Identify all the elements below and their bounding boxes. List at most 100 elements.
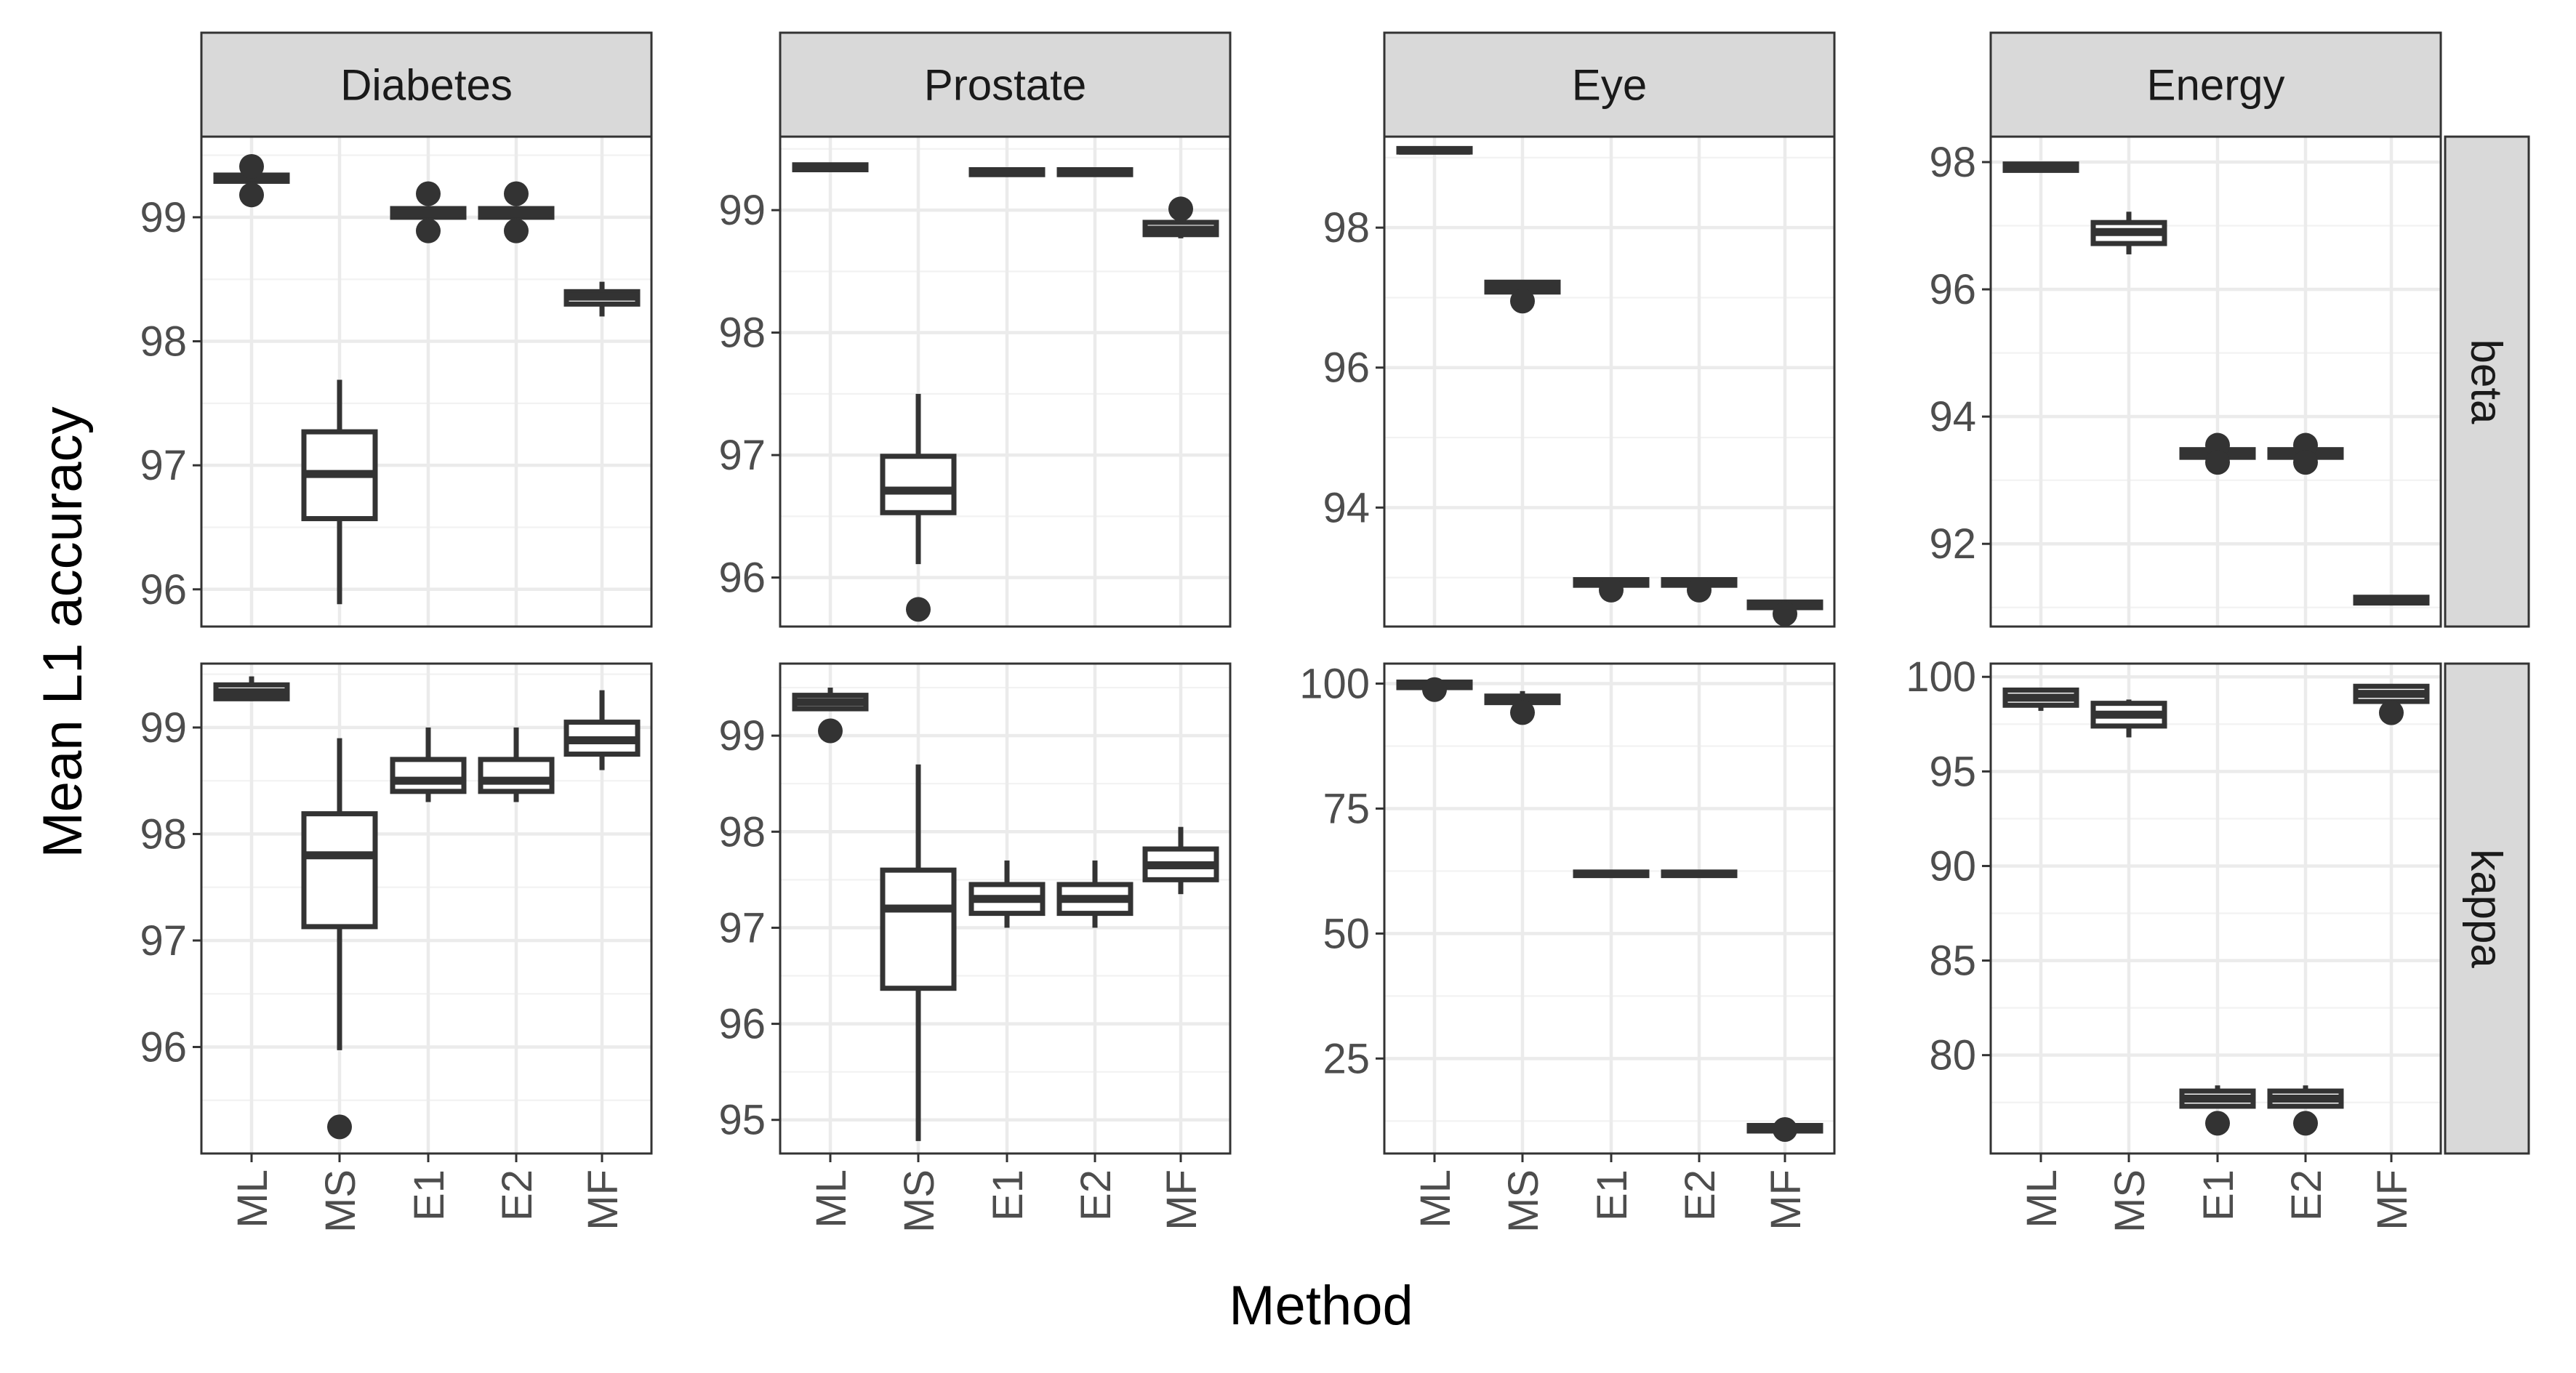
box-beta-prostate-ms: [880, 454, 957, 515]
panel-kappa-energy-background: [1991, 664, 2441, 1153]
x-tick-label: E2: [1072, 1169, 1120, 1221]
box-beta-diabetes-e2-outlier-point: [504, 218, 529, 243]
strip-kappa: [2444, 662, 2530, 1155]
box-beta-diabetes-ml-outlier-point: [239, 153, 264, 179]
box-beta-energy-e2-outlier-point: [2293, 432, 2318, 458]
strip-label-kappa: kappa: [2463, 849, 2511, 968]
box-beta-prostate-mf-outlier-point: [1168, 196, 1193, 222]
y-tick-label: 85: [1929, 938, 1976, 985]
box-beta-eye-ms-outlier-point: [1510, 289, 1535, 314]
y-tick-label: 94: [1929, 393, 1976, 440]
y-tick-label: 96: [140, 566, 187, 613]
y-tick-label: 96: [718, 1001, 766, 1048]
y-tick-label: 96: [1929, 266, 1976, 313]
x-tick-label: E1: [2195, 1169, 2242, 1221]
strip-label-prostate: Prostate: [924, 61, 1086, 110]
x-tick-label: ML: [1412, 1169, 1459, 1228]
panel-beta-eye-background: [1384, 137, 1834, 627]
y-tick-label: 99: [140, 704, 187, 752]
y-tick-label: 96: [718, 555, 766, 602]
box-kappa-diabetes-ms: [301, 811, 378, 930]
x-tick-label: E2: [494, 1169, 541, 1221]
y-tick-label: 96: [1323, 345, 1370, 392]
x-tick-label: ML: [2018, 1169, 2066, 1228]
x-axis-title: Method: [1229, 1275, 1413, 1337]
box-kappa-diabetes-e2: [478, 757, 555, 794]
strip-label-diabetes: Diabetes: [340, 61, 513, 110]
x-tick-label: E1: [984, 1169, 1032, 1221]
box-beta-energy-e2-outlier-point: [2293, 450, 2318, 475]
box-beta-energy-e1-outlier-point: [2205, 450, 2230, 475]
y-tick-label: 50: [1323, 910, 1370, 957]
box-beta-diabetes-e1-outlier-point: [416, 218, 441, 243]
box-kappa-energy-mf-outlier-point: [2379, 700, 2404, 725]
x-tick-label: MS: [2106, 1169, 2154, 1233]
y-tick-label: 99: [718, 187, 766, 234]
x-tick-label: MF: [579, 1169, 627, 1231]
strip-prostate: [779, 31, 1232, 138]
y-tick-label: 98: [718, 310, 766, 357]
box-kappa-diabetes-ms-outlier-point: [327, 1114, 352, 1140]
y-tick-label: 97: [140, 917, 187, 965]
strip-label-eye: Eye: [1572, 61, 1647, 110]
box-kappa-diabetes-e1: [390, 757, 467, 794]
y-tick-label: 80: [1929, 1032, 1976, 1079]
y-tick-label: 100: [1299, 661, 1370, 708]
strip-diabetes: [200, 31, 653, 138]
strip-energy: [1989, 31, 2442, 138]
y-tick-label: 98: [1323, 204, 1370, 251]
strip-beta: [2444, 135, 2530, 628]
box-kappa-energy-e2-outlier-point: [2293, 1111, 2318, 1136]
panel-kappa-diabetes-border: [200, 662, 653, 1155]
box-kappa-prostate-ml-outlier-point: [818, 718, 843, 744]
x-tick-label: MS: [896, 1169, 943, 1233]
y-tick-label: 95: [1929, 748, 1976, 795]
y-tick-label: 90: [1929, 842, 1976, 890]
box-beta-eye-e1-outlier-point: [1599, 577, 1624, 603]
strip-label-energy: Energy: [2146, 61, 2284, 110]
y-tick-label: 75: [1323, 785, 1370, 832]
panel-kappa-eye-border: [1383, 662, 1836, 1155]
box-beta-diabetes-ml-outlier-point: [239, 182, 264, 208]
y-tick-label: 98: [718, 808, 766, 855]
box-beta-prostate-ms-outlier-point: [906, 597, 931, 622]
y-tick-label: 97: [718, 904, 766, 951]
x-tick-label: ML: [229, 1169, 276, 1228]
y-tick-label: 95: [718, 1097, 766, 1144]
x-tick-label: MF: [2369, 1169, 2416, 1231]
panel-beta-energy-background: [1991, 137, 2441, 627]
box-kappa-eye-ml-outlier-point: [1422, 677, 1447, 702]
panel-kappa-prostate-border: [779, 662, 1232, 1155]
box-beta-eye-mf-outlier-point: [1773, 601, 1797, 627]
box-kappa-prostate-ms: [880, 867, 957, 991]
y-tick-label: 92: [1929, 520, 1976, 568]
x-tick-label: MS: [1500, 1169, 1547, 1233]
box-kappa-eye-ms-outlier-point: [1510, 700, 1535, 725]
panel-kappa-eye-background: [1384, 664, 1834, 1153]
y-tick-label: 25: [1323, 1035, 1370, 1082]
y-axis-title: Mean L1 accuracy: [32, 407, 94, 858]
panel-kappa-energy-border: [1989, 662, 2442, 1155]
y-tick-label: 99: [718, 712, 766, 760]
panel-beta-prostate-background: [780, 137, 1230, 627]
y-tick-label: 97: [718, 432, 766, 479]
x-tick-label: MF: [1762, 1169, 1810, 1231]
x-tick-label: E1: [406, 1169, 453, 1221]
x-tick-label: E2: [2283, 1169, 2330, 1221]
y-tick-label: 96: [140, 1023, 187, 1071]
y-tick-label: 94: [1323, 484, 1370, 531]
y-tick-label: 98: [140, 810, 187, 858]
box-beta-energy-e1-outlier-point: [2205, 432, 2230, 458]
box-beta-diabetes-e2-outlier-point: [504, 181, 529, 206]
x-tick-label: MS: [317, 1169, 364, 1233]
box-beta-diabetes-e1-outlier-point: [416, 181, 441, 206]
x-tick-label: ML: [808, 1169, 855, 1228]
x-tick-label: E2: [1677, 1169, 1724, 1221]
box-kappa-eye-mf-outlier-point: [1773, 1116, 1797, 1142]
y-tick-label: 100: [1906, 653, 1976, 701]
strip-label-beta: beta: [2463, 339, 2511, 424]
box-kappa-energy-e1-outlier-point: [2205, 1111, 2230, 1136]
box-beta-eye-e2-outlier-point: [1687, 577, 1712, 603]
x-tick-label: E1: [1589, 1169, 1636, 1221]
